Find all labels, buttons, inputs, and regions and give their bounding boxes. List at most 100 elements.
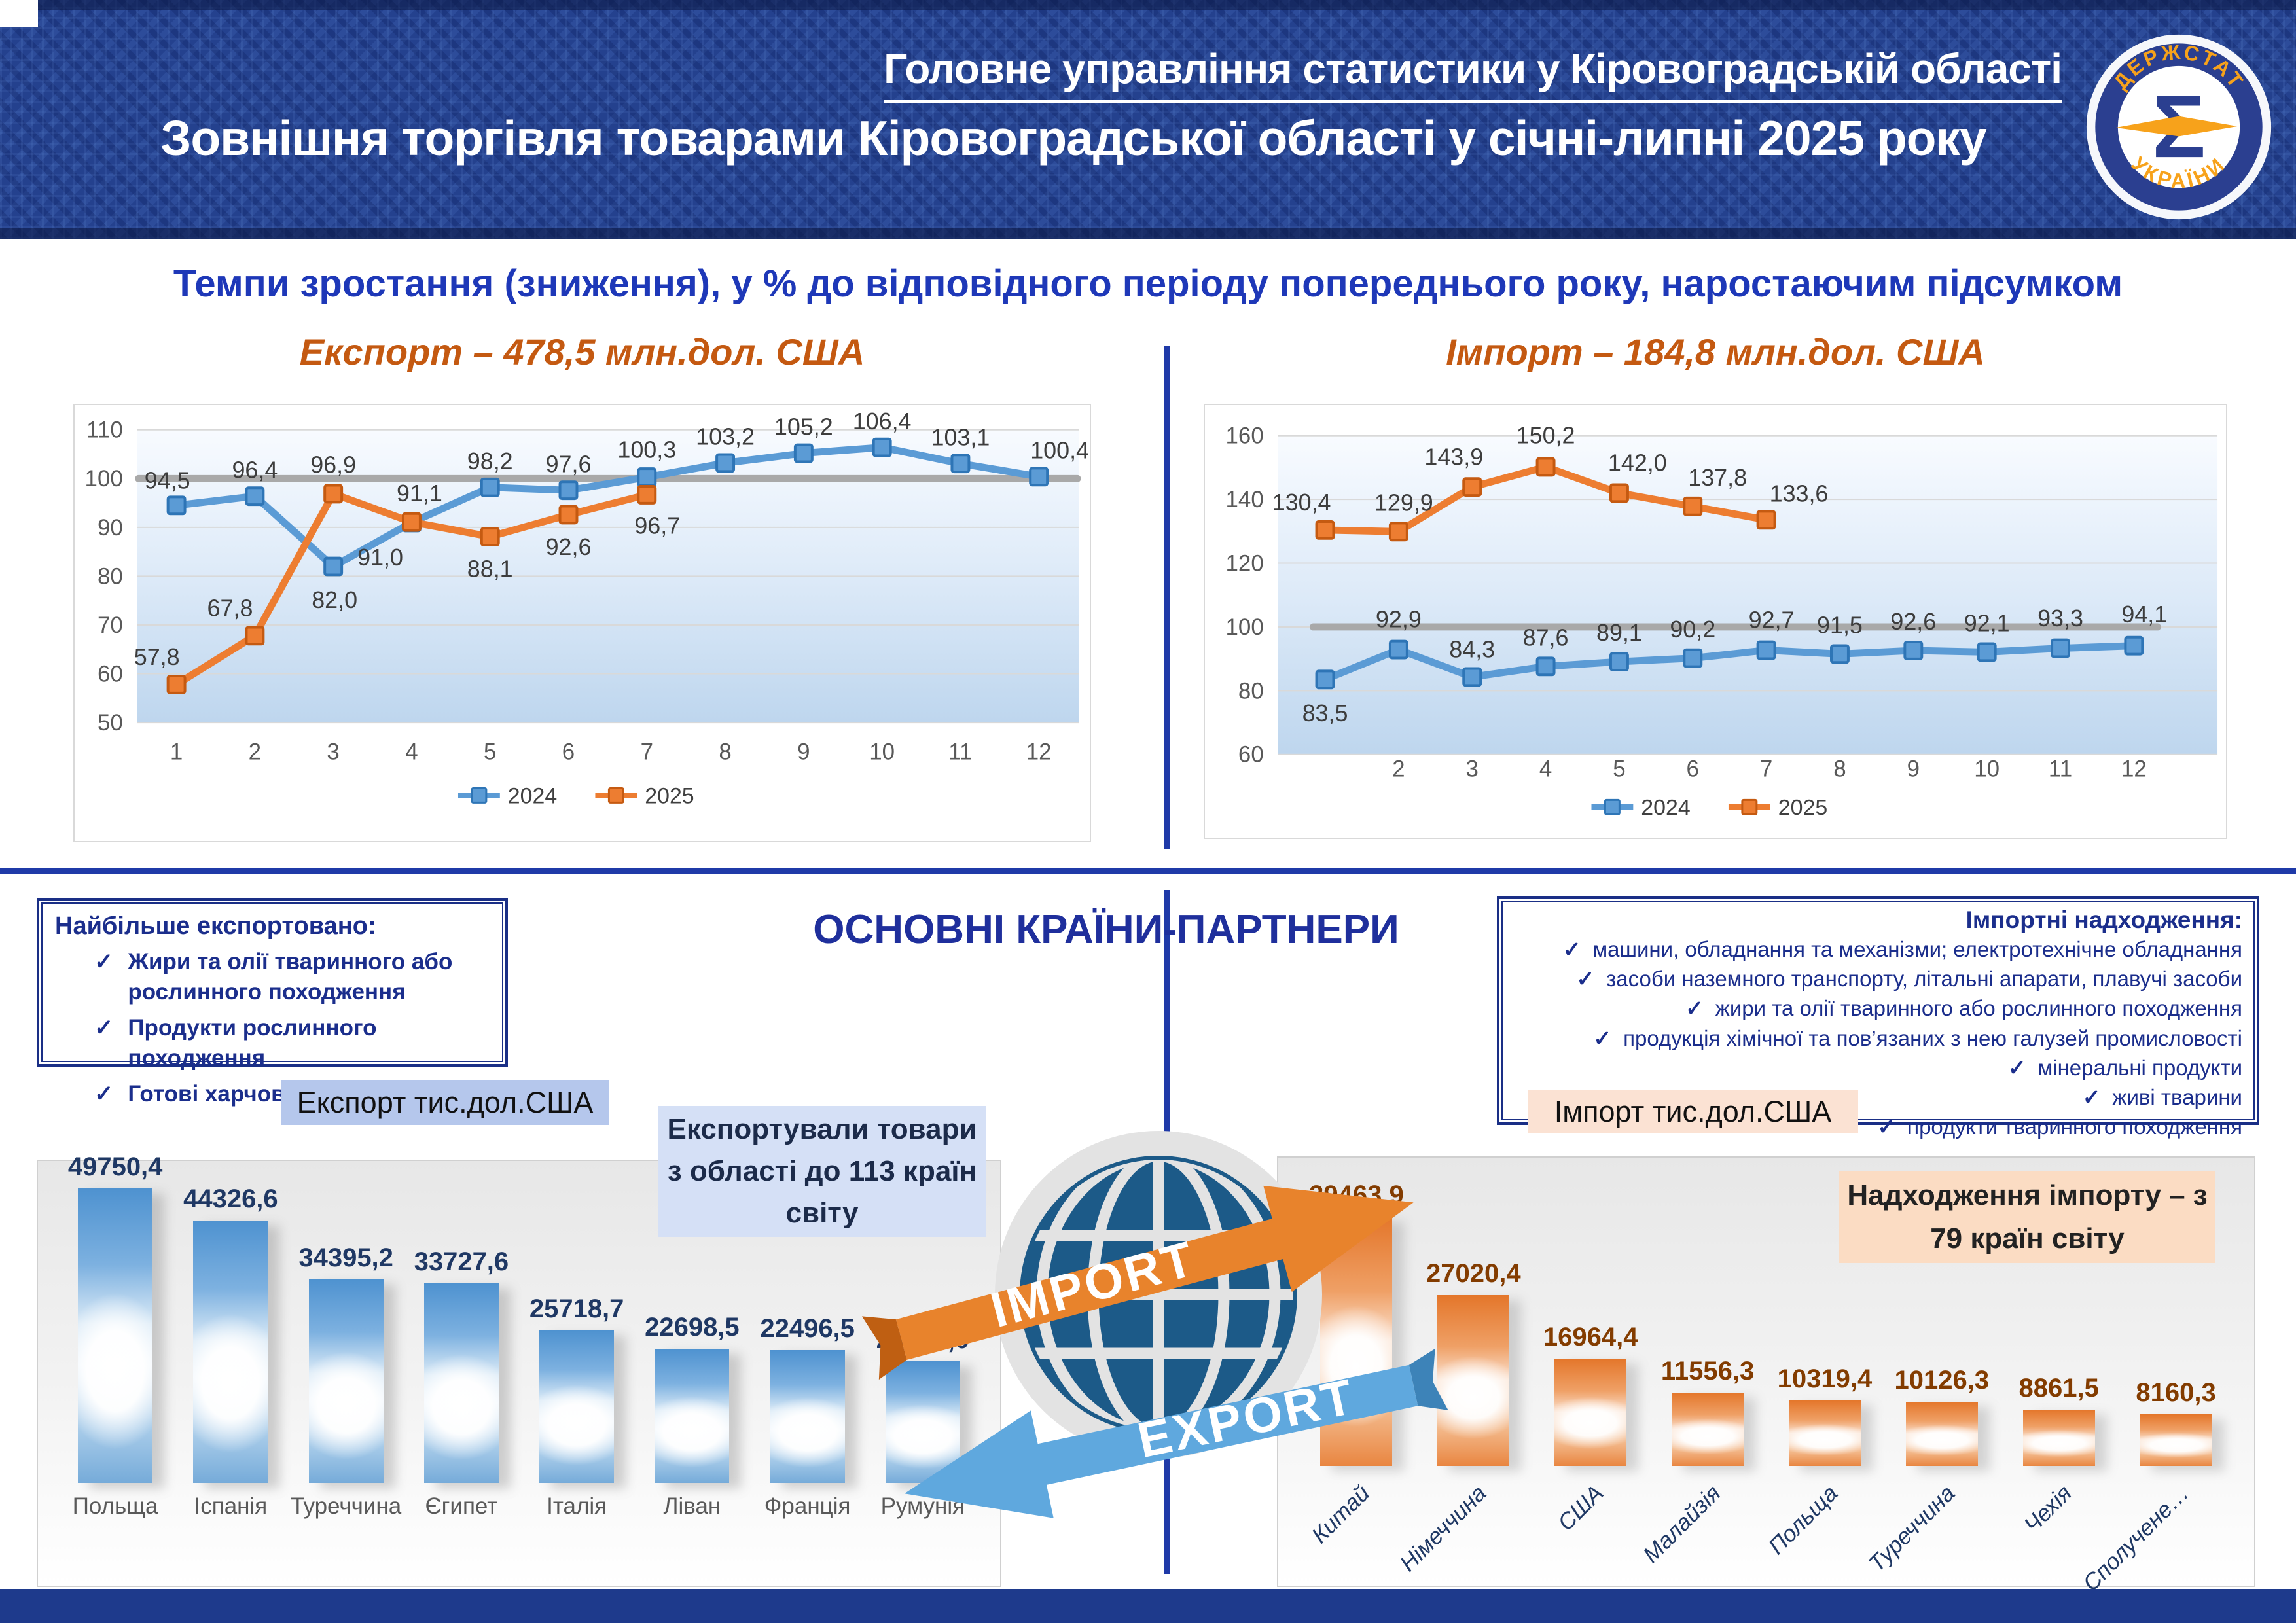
svg-text:8: 8 xyxy=(719,740,731,765)
bar-category-label: Туреччина xyxy=(291,1493,402,1519)
bar: 33727,6 xyxy=(414,1247,509,1483)
svg-text:5: 5 xyxy=(1613,757,1625,782)
svg-text:92,1: 92,1 xyxy=(1964,611,2010,637)
svg-text:60: 60 xyxy=(1238,742,1264,768)
bar-slot: 8861,5 xyxy=(2000,1158,2117,1466)
svg-text:3: 3 xyxy=(327,740,339,765)
import-box-item: машини, обладнання та механізми; електро… xyxy=(1592,937,2242,961)
svg-text:2: 2 xyxy=(1392,757,1405,782)
svg-text:100,3: 100,3 xyxy=(617,437,676,463)
list-item: ✓ машини, обладнання та механізми; електр… xyxy=(1506,936,2242,963)
import-box-item: продукти тваринного походження xyxy=(1907,1115,2242,1139)
svg-text:98,2: 98,2 xyxy=(467,448,513,474)
bar-slot: 44326,6 xyxy=(173,1161,288,1483)
partners-section-title: ОСНОВНІ КРАЇНИ-ПАРТНЕРИ xyxy=(813,907,1399,952)
growth-subtitle: Темпи зростання (зниження), у % до відпо… xyxy=(173,262,2123,305)
bar: 25718,7 xyxy=(529,1294,624,1483)
bar-slot: 25718,7 xyxy=(519,1161,634,1483)
check-icon: ✓ xyxy=(2007,1055,2026,1080)
export-bars-axis-label: Експорт тис.дол.США xyxy=(281,1080,609,1125)
bar-slot: 22496,5 xyxy=(750,1161,865,1483)
svg-text:89,1: 89,1 xyxy=(1596,620,1642,646)
check-icon: ✓ xyxy=(1877,1115,1896,1139)
check-icon: ✓ xyxy=(1562,937,1581,961)
bar-slot: 10126,3 xyxy=(1883,1158,2000,1466)
svg-text:129,9: 129,9 xyxy=(1374,490,1433,516)
import-box-item: мінеральні продукти xyxy=(2037,1055,2242,1080)
bar-slot: 22698,5 xyxy=(634,1161,749,1483)
top-exported-goods-box: Найбільше експортовано: ✓ Жири та олії т… xyxy=(37,898,508,1107)
export-box-item: Жири та олії тваринного або рослинного п… xyxy=(128,949,453,1005)
svg-text:106,4: 106,4 xyxy=(853,408,912,435)
svg-text:10: 10 xyxy=(869,740,895,765)
svg-text:80: 80 xyxy=(1238,678,1264,704)
svg-text:6: 6 xyxy=(562,740,575,765)
list-item: ✓ Жири та олії тваринного або рослинного… xyxy=(55,947,490,1007)
svg-text:96,7: 96,7 xyxy=(634,513,680,539)
bar-value-label: 10126,3 xyxy=(1894,1366,1990,1395)
import-countries-callout: Надходження імпорту – з 79 країн світу xyxy=(1839,1171,2215,1263)
svg-text:7: 7 xyxy=(641,740,653,765)
bar-value-label: 8861,5 xyxy=(2018,1374,2099,1402)
bar: 44326,6 xyxy=(183,1185,278,1483)
svg-text:11: 11 xyxy=(948,740,972,765)
bar-slot: 49750,4 xyxy=(58,1152,173,1483)
svg-text:94,1: 94,1 xyxy=(2121,601,2167,628)
svg-text:10: 10 xyxy=(1974,757,2000,782)
svg-text:67,8: 67,8 xyxy=(207,596,253,622)
bar: 22698,5 xyxy=(645,1313,740,1483)
svg-text:133,6: 133,6 xyxy=(1770,481,1829,507)
svg-text:92,9: 92,9 xyxy=(1376,607,1422,633)
svg-text:97,6: 97,6 xyxy=(546,451,592,477)
list-item: ✓ мінеральні продукти xyxy=(1506,1054,2242,1082)
bar-category-label: Польща xyxy=(72,1493,158,1519)
svg-text:100,4: 100,4 xyxy=(1030,438,1089,464)
bar-category-label: Франція xyxy=(764,1493,851,1519)
list-item: ✓ продукція хімічної та пов’язаних з нею … xyxy=(1506,1025,2242,1052)
svg-text:4: 4 xyxy=(1539,757,1552,782)
globe-trade-icon: IMPORT EXPORT xyxy=(861,1131,1448,1518)
export-box-title: Найбільше експортовано: xyxy=(55,912,376,940)
svg-text:50: 50 xyxy=(98,710,123,736)
list-item: ✓ живі тварини xyxy=(1506,1084,2242,1111)
export-bar-labels-row: Польща Іспанія Туреччина Єгипет Італія Ліван Ф… xyxy=(58,1493,980,1520)
bar-value-label: 16964,4 xyxy=(1543,1323,1638,1351)
svg-text:100: 100 xyxy=(85,466,123,491)
svg-text:57,8: 57,8 xyxy=(134,644,180,670)
bar-value-label: 49750,4 xyxy=(67,1152,163,1181)
logo-arrow-icon xyxy=(2116,116,2238,137)
horizontal-divider xyxy=(0,868,2296,874)
svg-text:84,3: 84,3 xyxy=(1449,637,1495,663)
svg-text:4: 4 xyxy=(405,740,418,765)
import-box-item: продукція хімічної та пов’язаних з нею г… xyxy=(1623,1026,2242,1050)
import-box-item: жири та олії тваринного або рослинного п… xyxy=(1715,996,2242,1021)
import-goods-box: Імпортні надходження: ✓ машини, обладнанн… xyxy=(1497,896,2259,1139)
svg-text:120: 120 xyxy=(1226,551,1264,577)
list-item: ✓ продукти тваринного походження xyxy=(1506,1113,2242,1141)
svg-text:91,5: 91,5 xyxy=(1817,613,1863,639)
svg-text:103,1: 103,1 xyxy=(931,424,990,450)
bar-value-label: 10319,4 xyxy=(1777,1364,1873,1393)
bar-value-label: 11556,3 xyxy=(1660,1357,1755,1385)
bar-category-label: Італія xyxy=(547,1493,607,1519)
bottom-navy-strip xyxy=(0,1589,2296,1623)
import-line-chart-panel: 160 140 120 100 80 60 2 3 4 5 6 7 8 9 10 11 12 83,5 92,9 84… xyxy=(1204,404,2227,839)
bar-category-label: Іспанія xyxy=(194,1493,268,1519)
svg-text:100: 100 xyxy=(1226,615,1264,640)
svg-text:96,4: 96,4 xyxy=(232,457,278,483)
svg-text:140: 140 xyxy=(1226,487,1264,512)
department-line: Головне управління статистики у Кіровогр… xyxy=(0,45,2062,103)
svg-text:92,6: 92,6 xyxy=(1890,609,1936,635)
list-item: ✓ засоби наземного транспорту, літальні а… xyxy=(1506,965,2242,993)
svg-text:150,2: 150,2 xyxy=(1516,423,1575,449)
bar: 27020,4 xyxy=(1426,1259,1521,1466)
bar-value-label: 27020,4 xyxy=(1426,1259,1521,1288)
bar: 10319,4 xyxy=(1778,1364,1872,1466)
list-item: ✓ жири та олії тваринного або рослинного … xyxy=(1506,995,2242,1022)
bar: 49750,4 xyxy=(68,1152,162,1483)
bar-slot: 11556,3 xyxy=(1649,1158,1767,1466)
svg-text:88,1: 88,1 xyxy=(467,556,513,582)
import-line-title: Імпорт – 184,8 млн.дол. США xyxy=(1446,331,1985,372)
bar-value-label: 34395,2 xyxy=(298,1243,393,1272)
